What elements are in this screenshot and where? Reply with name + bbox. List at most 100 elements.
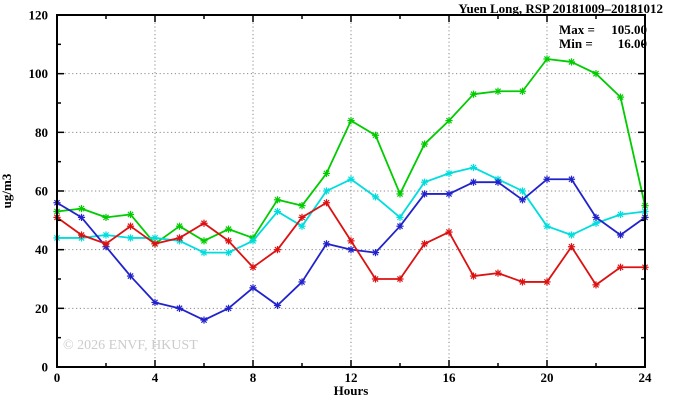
data-point-marker	[543, 222, 551, 230]
min-annotation: Min = 16.00	[559, 35, 647, 51]
max-label: Max =	[559, 22, 595, 37]
series-blue	[53, 175, 649, 324]
data-point-marker	[592, 219, 600, 227]
tick-label: 24	[639, 370, 653, 385]
data-point-marker	[543, 278, 551, 286]
data-point-marker	[518, 196, 527, 204]
data-point-marker	[224, 304, 233, 312]
data-point-marker	[445, 228, 453, 236]
tick-label: 20	[35, 301, 48, 316]
data-point-marker	[445, 190, 453, 198]
data-point-marker	[102, 231, 110, 239]
data-point-marker	[567, 175, 576, 183]
data-point-marker	[200, 316, 208, 324]
data-point-marker	[543, 175, 551, 183]
data-point-marker	[200, 249, 208, 257]
data-point-marker	[371, 131, 380, 139]
tick-label: 16	[443, 370, 457, 385]
data-point-marker	[592, 70, 600, 78]
data-point-marker	[151, 298, 159, 307]
data-point-marker	[126, 222, 135, 230]
data-point-marker	[224, 237, 233, 245]
data-point-marker	[249, 284, 257, 292]
data-point-marker	[298, 202, 306, 210]
tick-label: 12	[345, 370, 358, 385]
data-point-marker	[592, 213, 600, 221]
data-point-marker	[175, 304, 184, 312]
data-point-marker	[469, 178, 478, 186]
data-point-marker	[592, 281, 600, 289]
y-axis-label: ug/m3	[0, 173, 14, 209]
max-annotation: Max = 105.00	[559, 23, 647, 37]
data-point-marker	[200, 219, 208, 227]
data-point-marker	[616, 263, 625, 271]
data-point-marker	[469, 90, 478, 98]
data-point-marker	[494, 269, 502, 277]
data-point-marker	[151, 240, 159, 248]
data-point-marker	[616, 210, 625, 219]
data-point-marker	[273, 196, 282, 204]
data-point-marker	[322, 187, 331, 195]
data-point-marker	[420, 140, 429, 148]
series-red	[53, 199, 649, 289]
max-min-annotation: Max = 105.00 Min = 16.00	[559, 23, 647, 50]
data-point-marker	[298, 278, 306, 286]
data-point-marker	[420, 178, 429, 186]
plot-frame	[56, 14, 646, 368]
chart-title: Yuen Long, RSP 20181009–20181012	[458, 1, 663, 16]
data-point-marker	[494, 87, 502, 95]
tick-label: 0	[42, 360, 49, 375]
data-point-marker	[445, 169, 453, 177]
data-point-marker	[396, 190, 404, 198]
data-point-marker	[298, 222, 306, 230]
data-point-marker	[396, 275, 404, 283]
data-point-marker	[77, 213, 86, 221]
series-layer	[53, 55, 649, 324]
data-point-marker	[77, 231, 86, 239]
data-point-marker	[126, 272, 135, 280]
data-point-marker	[273, 301, 282, 309]
data-point-marker	[102, 213, 110, 221]
data-point-marker	[126, 210, 135, 219]
data-point-marker	[396, 222, 404, 230]
data-point-marker	[200, 237, 208, 245]
data-point-marker	[224, 225, 233, 233]
data-point-marker	[273, 207, 282, 216]
data-point-marker	[567, 58, 576, 66]
max-value: 105.00	[611, 22, 647, 37]
x-axis-label: Hours	[333, 383, 369, 398]
data-point-marker	[224, 249, 233, 257]
min-value: 16.00	[617, 35, 647, 51]
watermark-text: © 2026 ENVF, HKUST	[63, 338, 198, 353]
data-point-marker	[518, 187, 527, 195]
data-point-marker	[273, 246, 282, 254]
data-point-marker	[322, 199, 331, 207]
data-point-marker	[518, 278, 527, 286]
data-point-marker	[371, 275, 380, 283]
data-point-marker	[616, 231, 625, 239]
data-point-marker	[102, 240, 110, 248]
data-point-marker	[175, 222, 184, 230]
data-point-marker	[347, 237, 355, 245]
data-point-marker	[249, 237, 257, 245]
data-point-marker	[126, 234, 135, 242]
tick-label: 80	[35, 125, 48, 140]
data-point-marker	[322, 240, 331, 248]
data-point-marker	[347, 246, 355, 254]
data-point-marker	[371, 193, 380, 201]
data-point-marker	[371, 249, 380, 257]
data-point-marker	[77, 205, 86, 213]
data-point-marker	[494, 178, 502, 186]
data-point-marker	[518, 87, 527, 95]
tick-label: 8	[250, 370, 257, 385]
tick-label: 0	[54, 370, 61, 385]
data-point-marker	[543, 55, 551, 63]
data-point-marker	[567, 243, 576, 251]
data-point-marker	[420, 190, 429, 198]
data-point-marker	[616, 93, 625, 101]
data-point-marker	[322, 169, 331, 177]
tick-label: 4	[152, 370, 159, 385]
data-point-marker	[396, 213, 404, 221]
